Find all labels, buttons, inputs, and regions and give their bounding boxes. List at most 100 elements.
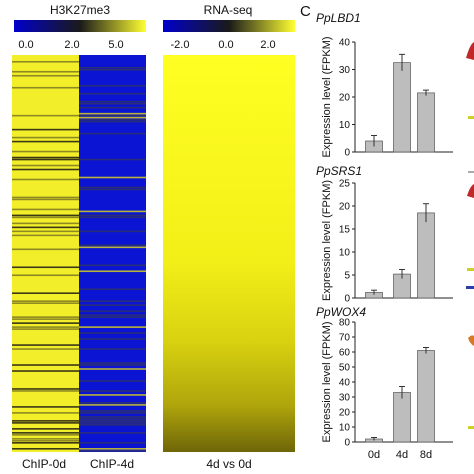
- y-tick-label: 15: [339, 225, 351, 236]
- heatmap-cell-chip-4d: [79, 246, 146, 249]
- heatmap-cell-chip-0d: [12, 114, 79, 117]
- heatmap-column-label-chip-0d: ChIP-0d: [22, 457, 66, 471]
- heatmap-cell-chip-0d: [12, 214, 79, 217]
- heatmap-cell-chip-4d: [79, 442, 146, 444]
- heatmap-cell-chip-4d: [79, 326, 146, 328]
- bar-4d: [393, 62, 411, 153]
- heatmap-cell-chip-4d: [79, 120, 146, 123]
- bar-chart-1: PpSRS1 Expression level (FPKM) 0 5 10 15 20 25: [316, 164, 453, 305]
- y-tick-label: 25: [339, 179, 351, 190]
- h3k27me3-scale-tick-low: 0.0: [18, 39, 33, 51]
- heatmap-cell-chip-0d: [12, 422, 79, 424]
- heatmap-cell-chip-4d: [79, 338, 146, 340]
- heatmap-cell-chip-4d: [79, 390, 146, 392]
- y-tick-label: 80: [339, 318, 351, 329]
- heatmap-cell-chip-0d: [12, 326, 79, 328]
- bar-8d: [417, 92, 435, 153]
- heatmap-cell-chip-0d: [12, 158, 79, 161]
- heatmap-cell-chip-4d: [79, 424, 146, 426]
- heatmap-cell-chip-4d: [79, 380, 146, 382]
- heatmap-cell-chip-4d: [79, 118, 146, 121]
- heatmap-cell-chip-4d: [79, 394, 146, 396]
- heatmap-cell-chip-4d: [79, 310, 146, 312]
- heatmap-cell-chip-0d: [12, 434, 79, 436]
- heatmap-cell-chip-0d: [12, 322, 79, 324]
- heatmap-cell-chip-0d: [12, 440, 79, 442]
- y-tick-label: 60: [339, 348, 351, 359]
- heatmap-cell-chip-4d: [79, 300, 146, 302]
- y-tick-label: 50: [339, 363, 351, 374]
- heatmap-column-chip-0d: [12, 55, 79, 452]
- heatmap-cell-chip-0d: [12, 438, 79, 440]
- y-tick-label: 10: [339, 120, 351, 131]
- heatmap-cell-chip-4d: [79, 210, 146, 213]
- heatmap-cell-chip-4d: [79, 448, 146, 450]
- heatmap-cell-chip-4d: [79, 432, 146, 434]
- rnaseq-scale-tick-mid: 0.0: [218, 39, 233, 51]
- heatmap-cell-chip-4d: [79, 132, 146, 135]
- heatmap-cell-chip-4d: [79, 304, 146, 306]
- heatmap-cell-chip-0d: [12, 156, 79, 159]
- heatmap-column-chip-4d: [79, 55, 146, 452]
- heatmap-cell-chip-0d: [12, 406, 79, 408]
- bar-chart-0: PpLBD1 Expression level (FPKM) 0 10 20 30 40: [316, 11, 453, 159]
- y-tick-label: 0: [344, 438, 350, 449]
- y-tick-label: 0: [344, 294, 350, 305]
- bar-chart-2: PpWOX4 Expression level (FPKM) 0 10 20 30 40 50…: [316, 305, 453, 461]
- heatmap-cell-chip-4d: [79, 216, 146, 219]
- heatmap-cell-chip-4d: [79, 188, 146, 191]
- heatmap-cell-chip-4d: [79, 348, 146, 350]
- heatmap-cell-chip-0d: [12, 208, 79, 211]
- heatmap-cell-chip-0d: [12, 428, 79, 430]
- x-tick-label: 8d: [420, 449, 432, 461]
- heatmap-cell-chip-0d: [12, 432, 79, 434]
- y-tick-label: 40: [339, 378, 351, 389]
- bar-8d: [417, 350, 435, 443]
- heatmap-cell-chip-0d: [12, 318, 79, 320]
- heatmap-cell-chip-4d: [79, 450, 146, 452]
- heatmap-cell-chip-0d: [12, 140, 79, 143]
- rnaseq-scale-tick-high: 2.0: [260, 39, 275, 51]
- heatmap-column-4d-vs-0d: [163, 55, 295, 452]
- h3k27me3-scale-tick-mid: 2.0: [64, 39, 79, 51]
- heatmap-cell-chip-4d: [79, 416, 146, 418]
- heatmap-cell-chip-0d: [12, 216, 79, 219]
- heatmap-cell-chip-0d: [12, 136, 79, 139]
- heatmap-cell-chip-0d: [12, 198, 79, 201]
- rnaseq-scale-tick-low: -2.0: [171, 39, 190, 51]
- heatmap-cell-chip-4d: [79, 332, 146, 334]
- cropped-red-mark-2: [467, 184, 474, 198]
- heatmap-cell-chip-4d: [79, 84, 146, 87]
- heatmap-cell-chip-4d: [79, 362, 146, 364]
- cropped-orange-mark: [468, 335, 474, 346]
- heatmap-cell-chip-4d: [79, 112, 146, 115]
- rnaseq-title: RNA-seq: [204, 3, 253, 17]
- heatmap-cell-chip-4d: [79, 116, 146, 119]
- heatmap-cell-chip-0d: [12, 302, 79, 304]
- y-tick-label: 20: [339, 202, 351, 213]
- heatmap-cell-chip-4d: [79, 410, 146, 412]
- y-tick-label: 30: [339, 65, 351, 76]
- heatmap-bg-chip-0d: [12, 55, 79, 452]
- heatmap-cell-chip-4d: [79, 418, 146, 420]
- y-tick-label: 30: [339, 393, 351, 404]
- heatmap-cell-chip-4d: [79, 176, 146, 179]
- bar-4d: [393, 392, 411, 443]
- heatmap-cell-chip-4d: [79, 114, 146, 117]
- cropped-yellow-mark-2: [467, 268, 474, 271]
- heatmap-cell-chip-4d: [79, 230, 146, 233]
- heatmap-cell-chip-0d: [12, 150, 79, 153]
- heatmap-cell-chip-4d: [79, 264, 146, 267]
- heatmap-cell-chip-0d: [12, 328, 79, 330]
- heatmap-cell-chip-0d: [12, 70, 79, 73]
- heatmap-cell-chip-0d: [12, 300, 79, 302]
- panel-letter: C: [300, 3, 311, 20]
- heatmap-cell-chip-4d: [79, 68, 146, 71]
- heatmap-cell-chip-0d: [12, 226, 79, 229]
- heatmap-cell-chip-0d: [12, 442, 79, 444]
- heatmap-cell-chip-4d: [79, 270, 146, 273]
- y-axis-label: Expression level (FPKM): [321, 321, 333, 442]
- x-tick-label: 4d: [396, 449, 408, 461]
- heatmap-cell-chip-4d: [79, 316, 146, 318]
